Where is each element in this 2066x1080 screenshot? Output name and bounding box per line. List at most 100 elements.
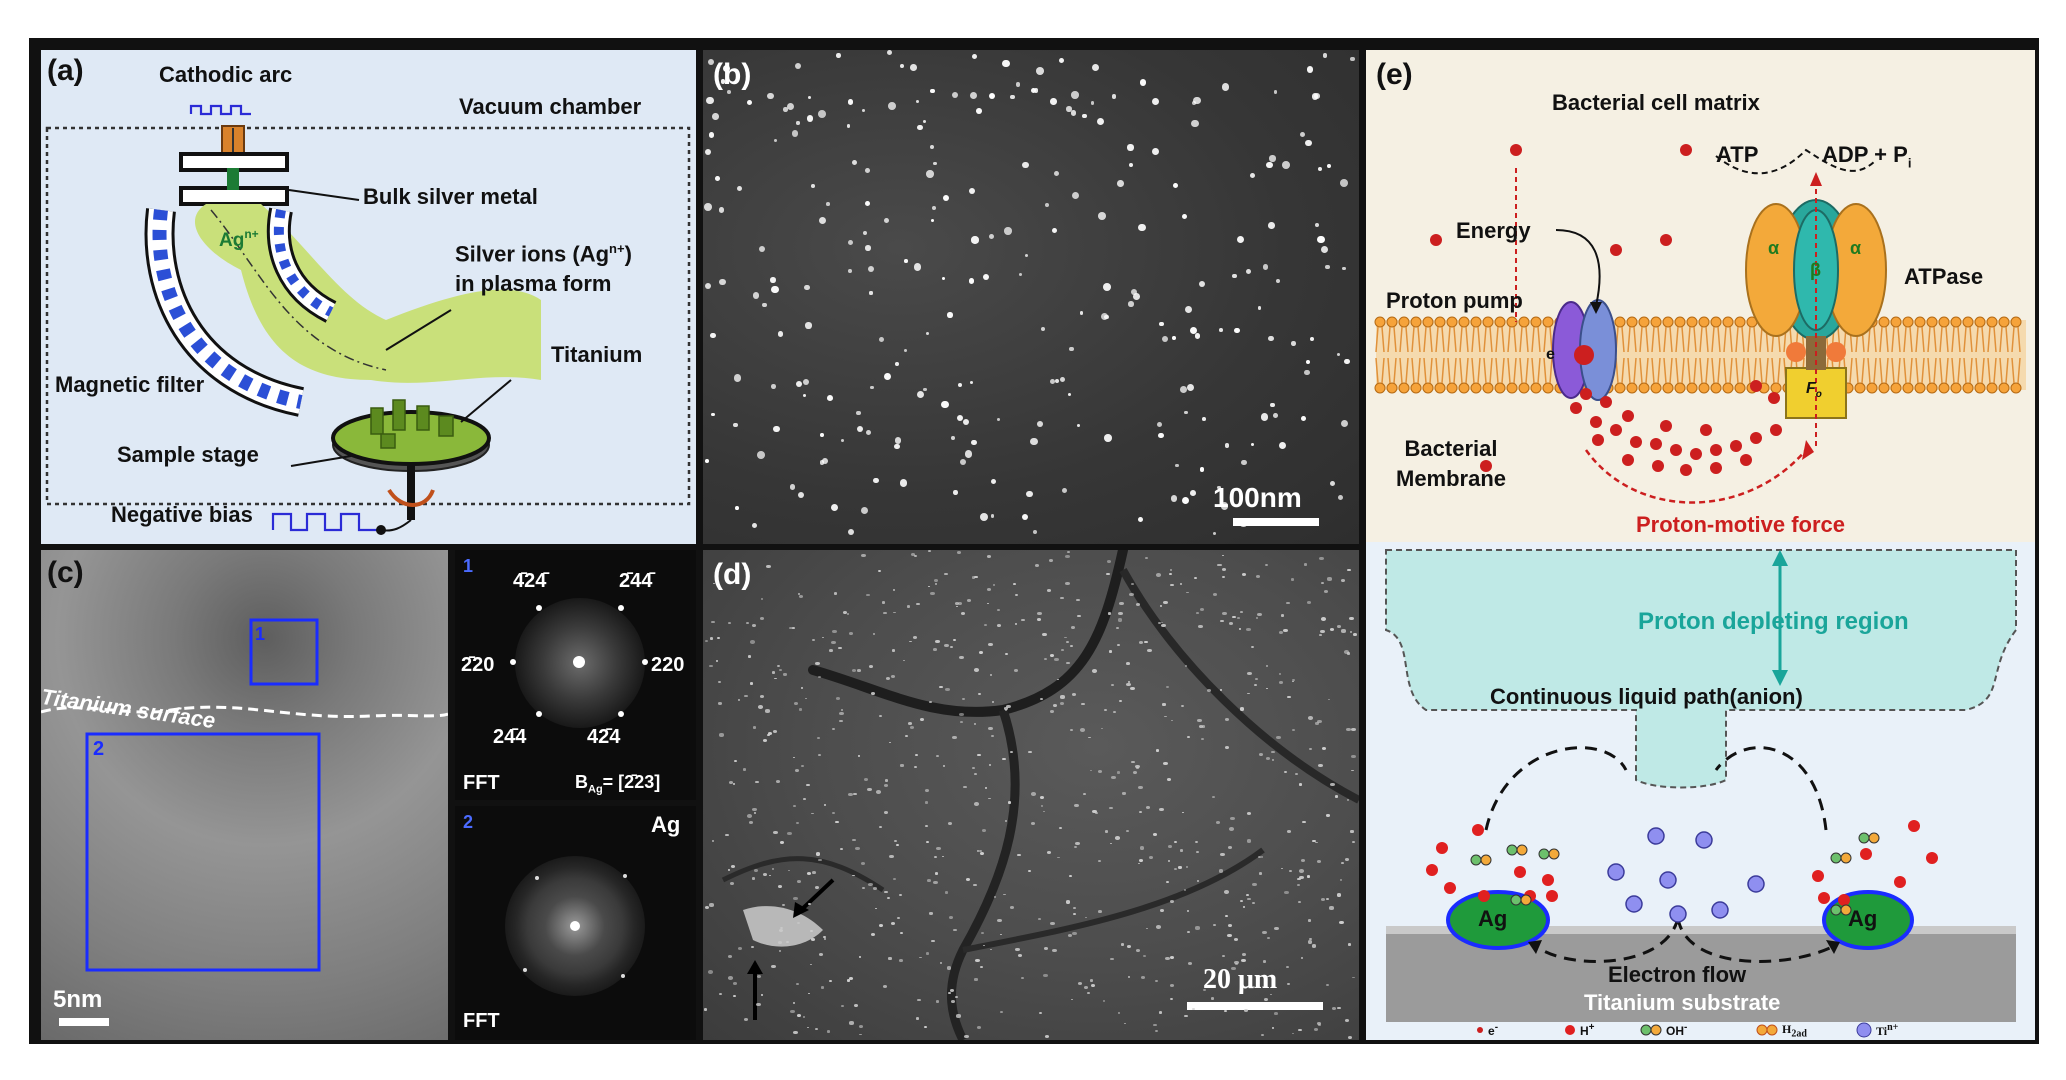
nanoparticle-dot — [1322, 53, 1328, 58]
surface-particle — [872, 633, 876, 636]
sample-stage-label: Sample stage — [117, 442, 259, 467]
surface-particle — [797, 593, 800, 595]
surface-particle — [878, 825, 883, 829]
surface-particle — [1241, 958, 1246, 962]
surface-particle — [780, 926, 784, 929]
hydroxide-ion — [1868, 832, 1880, 844]
surface-particle — [1351, 727, 1356, 731]
proton-pump-icon — [1552, 299, 1617, 401]
nanoparticle-dot — [704, 283, 712, 290]
surface-particle — [1040, 796, 1045, 800]
surface-particle — [1320, 898, 1325, 902]
surface-particle — [718, 993, 722, 996]
substrate-label: Titanium substrate — [1584, 990, 1781, 1015]
surface-particle — [801, 687, 804, 689]
surface-particle — [1295, 773, 1299, 776]
nanoparticle-dot — [933, 161, 937, 166]
surface-particle — [771, 671, 775, 674]
surface-particle — [1036, 618, 1042, 622]
nanoparticle-dot — [1350, 56, 1355, 62]
lipid-head — [1722, 382, 1734, 394]
surface-particle — [1004, 707, 1008, 710]
lipid-head — [1518, 316, 1530, 328]
surface-particle — [1072, 912, 1076, 915]
surface-particle — [750, 640, 755, 644]
surface-particle — [709, 903, 714, 907]
titanium-ion — [1695, 831, 1713, 849]
surface-particle — [1255, 616, 1259, 619]
nanoparticle-dot — [1061, 487, 1067, 493]
nanoparticle-dot — [1202, 416, 1206, 421]
surface-particle — [818, 753, 822, 756]
surface-particle — [1161, 623, 1166, 627]
surface-particle — [973, 722, 977, 725]
surface-particle — [988, 797, 991, 800]
surface-particle — [1297, 877, 1302, 881]
surface-particle — [936, 847, 941, 851]
nanoparticle-dot — [1021, 513, 1029, 521]
surface-particle — [954, 601, 960, 605]
nanoparticle-dot — [1092, 63, 1100, 71]
nanoparticle-dot — [1220, 502, 1229, 511]
surface-particle — [1201, 725, 1206, 728]
surface-particle — [1223, 1009, 1228, 1013]
surface-particle — [924, 801, 929, 805]
nanoparticle-dot — [917, 124, 923, 131]
surface-particle — [986, 588, 991, 592]
nanoparticle-dot — [1018, 272, 1022, 276]
nanoparticle-dot — [1241, 459, 1247, 466]
surface-particle — [1043, 658, 1047, 661]
surface-particle — [1057, 856, 1060, 859]
nanoparticle-dot — [1151, 97, 1159, 105]
titanium-ion — [1647, 827, 1665, 845]
nanoparticle-dot — [1224, 443, 1230, 448]
proton-dot — [1750, 380, 1762, 392]
surface-particle — [1313, 1028, 1319, 1032]
surface-particle — [1337, 1006, 1341, 1010]
surface-particle — [1109, 842, 1112, 845]
surface-particle — [1069, 728, 1074, 731]
surface-particle — [1264, 564, 1268, 567]
surface-particle — [809, 963, 813, 966]
surface-particle — [1169, 956, 1175, 960]
nanoparticle-dot — [951, 92, 959, 99]
nanoparticle-dot — [818, 110, 827, 119]
lipid-head — [1998, 382, 2010, 394]
nanoparticle-dot — [710, 333, 716, 339]
surface-particle — [1287, 695, 1292, 699]
surface-particle — [992, 583, 996, 586]
nanoparticle-dot — [826, 202, 830, 206]
surface-particle — [890, 674, 896, 678]
surface-particle — [1222, 555, 1225, 557]
surface-particle — [1287, 829, 1292, 833]
surface-particle — [1065, 661, 1070, 665]
surface-particle — [778, 949, 782, 952]
nanoparticle-dot — [1218, 328, 1223, 333]
nanoparticle-dot — [923, 388, 927, 392]
surface-particle — [891, 649, 895, 652]
surface-particle — [1180, 583, 1183, 585]
surface-particle — [1186, 930, 1191, 934]
surface-particle — [1330, 782, 1335, 787]
nanoparticle-dot — [1030, 438, 1038, 446]
surface-particle — [925, 824, 929, 827]
panel-c: (c) Titanium surface 1 2 5nm — [41, 550, 448, 1040]
nanoparticle-dot — [1317, 166, 1322, 171]
surface-particle — [746, 814, 752, 818]
nanoparticle-dot — [733, 422, 738, 428]
surface-particle — [1247, 692, 1250, 695]
surface-particle — [1229, 827, 1234, 831]
proton-dot — [1436, 842, 1448, 854]
nanoparticle-dot — [770, 277, 776, 283]
lipid-head — [1434, 382, 1446, 394]
surface-particle — [1155, 749, 1160, 752]
surface-particle — [1092, 669, 1098, 673]
nanoparticle-dot — [1103, 283, 1112, 292]
fft-2-number: 2 — [463, 812, 474, 832]
surface-particle — [1155, 925, 1161, 929]
nanoparticle-dot — [1180, 385, 1188, 393]
surface-particle — [1158, 621, 1161, 624]
surface-particle — [1326, 814, 1330, 817]
surface-particle — [989, 674, 993, 676]
nanoparticle-dot — [1171, 495, 1178, 502]
